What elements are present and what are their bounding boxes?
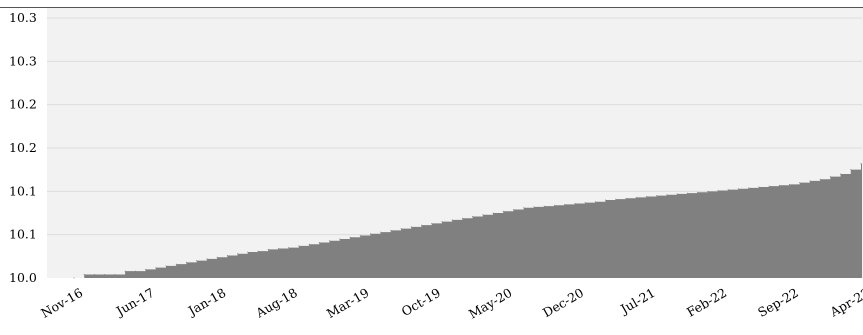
data-point xyxy=(390,229,392,231)
data-point xyxy=(114,274,116,276)
data-point xyxy=(461,217,463,219)
data-point xyxy=(175,263,177,265)
data-point xyxy=(349,236,351,238)
data-point xyxy=(594,201,596,203)
data-point xyxy=(134,270,136,272)
y-tick-label: 10.3 xyxy=(9,53,37,68)
data-point xyxy=(768,185,770,187)
data-point xyxy=(226,254,228,256)
data-point xyxy=(758,186,760,188)
area-series-fill xyxy=(74,163,862,278)
y-tick-label: 10.2 xyxy=(9,140,37,155)
data-point xyxy=(574,202,576,204)
y-tick-label: 10.3 xyxy=(9,10,37,25)
y-axis-tick-labels: 10.0 10.1 10.1 10.2 10.2 10.3 10.3 xyxy=(9,10,37,285)
data-point xyxy=(451,219,453,221)
data-point xyxy=(512,209,514,211)
data-point xyxy=(635,196,637,198)
data-point xyxy=(145,268,147,270)
data-point xyxy=(206,258,208,260)
data-point xyxy=(543,205,545,207)
data-point xyxy=(615,198,617,200)
data-point xyxy=(329,240,331,242)
data-point xyxy=(533,206,535,208)
data-point xyxy=(369,233,371,235)
data-point xyxy=(584,202,586,204)
data-point xyxy=(686,192,688,194)
data-point xyxy=(482,214,484,216)
data-point xyxy=(155,267,157,269)
data-point xyxy=(696,191,698,193)
data-point xyxy=(778,184,780,186)
data-point xyxy=(553,204,555,206)
data-point xyxy=(799,182,801,184)
data-point xyxy=(850,169,852,171)
data-point xyxy=(257,250,259,252)
data-point xyxy=(247,251,249,253)
data-point xyxy=(676,193,678,195)
data-point xyxy=(277,248,279,250)
data-point xyxy=(318,241,320,243)
data-point xyxy=(666,194,668,196)
data-point xyxy=(298,245,300,247)
data-point xyxy=(840,173,842,175)
data-point xyxy=(819,178,821,180)
data-point xyxy=(492,212,494,214)
data-point xyxy=(308,243,310,245)
data-point xyxy=(431,222,433,224)
y-tick-label: 10.1 xyxy=(9,227,37,242)
data-point xyxy=(185,261,187,263)
data-point xyxy=(400,228,402,230)
data-point xyxy=(124,270,126,272)
data-point xyxy=(165,265,167,267)
data-point xyxy=(359,235,361,237)
data-point xyxy=(604,199,606,201)
area-series xyxy=(73,163,862,279)
data-point xyxy=(267,248,269,250)
data-point xyxy=(748,187,750,189)
data-point xyxy=(860,163,862,165)
data-point xyxy=(472,215,474,217)
data-point xyxy=(645,196,647,198)
data-point xyxy=(288,247,290,249)
y-tick-label: 10.0 xyxy=(9,270,37,285)
data-point xyxy=(339,238,341,240)
data-point xyxy=(707,190,709,192)
data-point xyxy=(104,274,106,276)
data-point xyxy=(788,183,790,185)
data-point xyxy=(564,203,566,205)
data-point xyxy=(502,210,504,212)
data-point xyxy=(93,274,95,276)
data-point xyxy=(421,224,423,226)
data-point xyxy=(656,195,658,197)
data-point xyxy=(196,260,198,262)
y-tick-label: 10.2 xyxy=(9,97,37,112)
data-point xyxy=(829,176,831,178)
y-tick-label: 10.1 xyxy=(9,183,37,198)
data-point xyxy=(809,180,811,182)
data-point xyxy=(625,197,627,199)
data-point xyxy=(727,189,729,191)
data-point xyxy=(441,221,443,223)
data-point xyxy=(73,277,75,279)
data-point xyxy=(83,274,85,276)
data-point xyxy=(216,256,218,258)
data-point xyxy=(737,188,739,190)
data-point xyxy=(237,253,239,255)
data-point xyxy=(523,207,525,209)
data-point xyxy=(717,189,719,191)
data-point xyxy=(410,226,412,228)
data-point xyxy=(380,231,382,233)
